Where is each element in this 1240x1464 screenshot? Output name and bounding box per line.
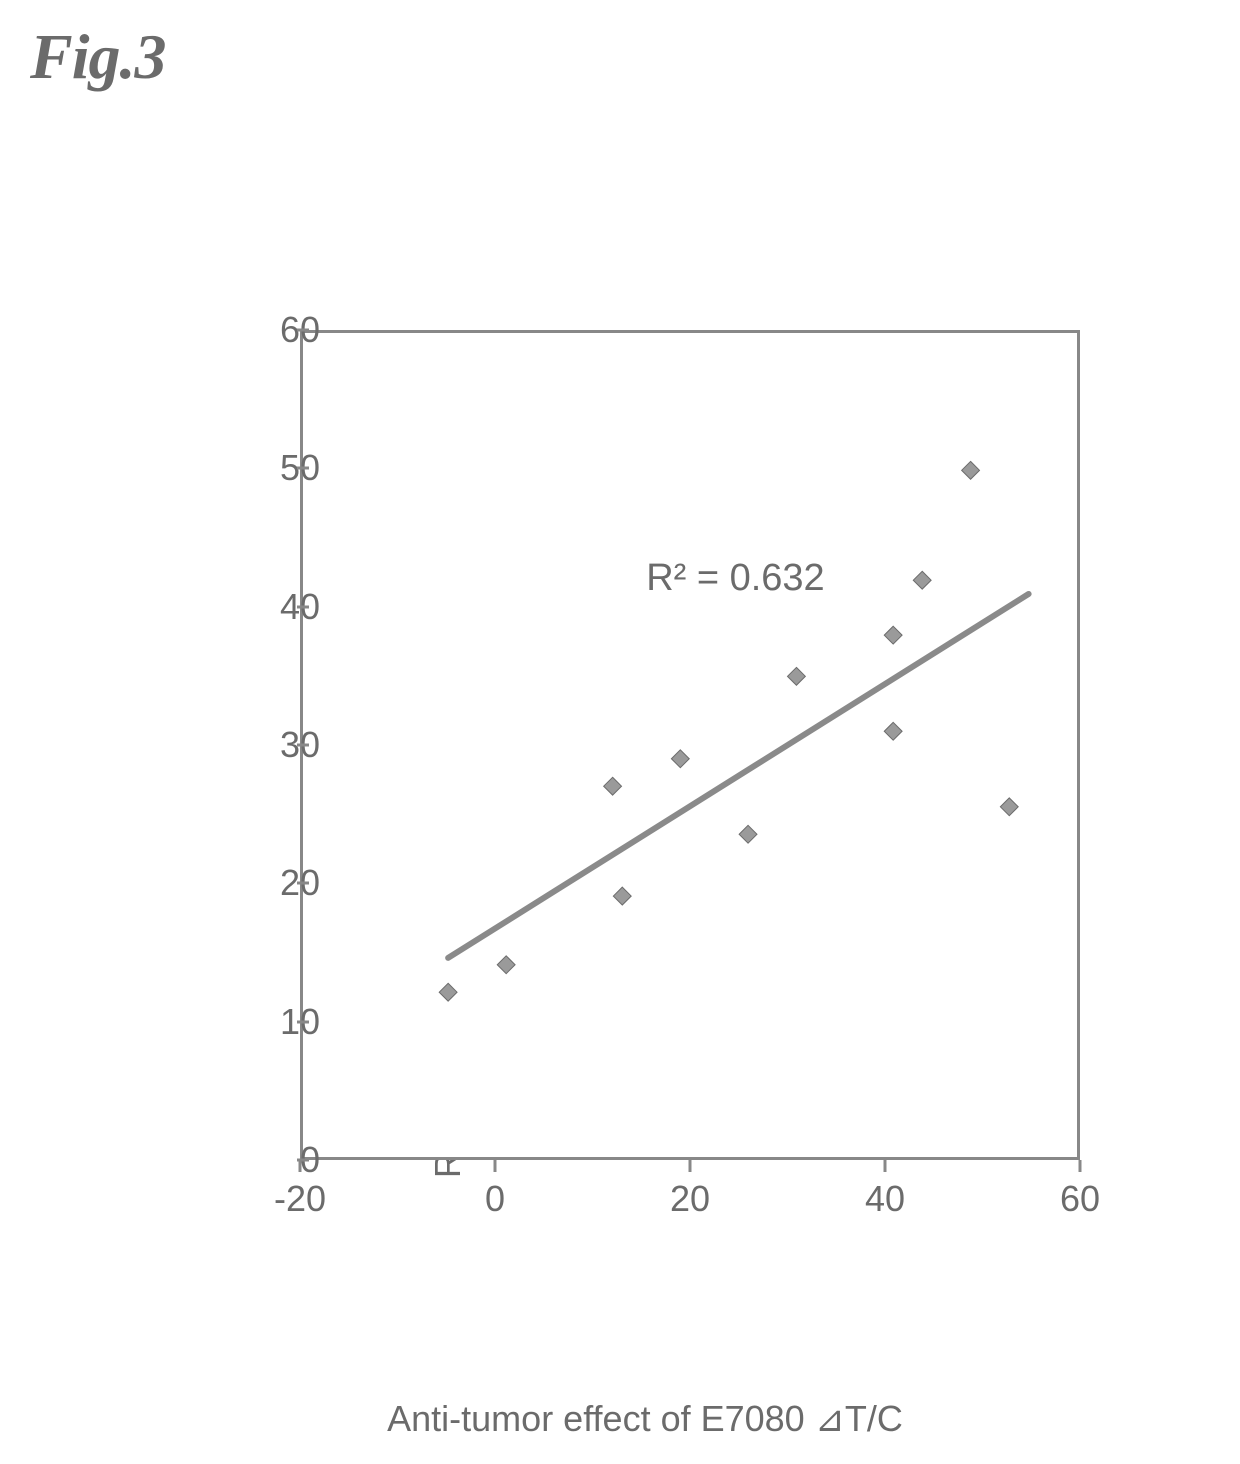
y-tick-mark	[297, 329, 309, 332]
x-tick-label: 60	[1060, 1178, 1100, 1220]
x-tick-mark	[689, 1160, 692, 1172]
data-point	[613, 887, 631, 905]
data-point	[439, 983, 457, 1001]
x-axis-label: Anti-tumor effect of E7080 ⊿T/C	[387, 1398, 903, 1440]
y-tick-mark	[297, 744, 309, 747]
y-tick-mark	[297, 1020, 309, 1023]
x-tick-mark	[494, 1160, 497, 1172]
x-tick-mark	[884, 1160, 887, 1172]
plot-area: R² = 0.632	[300, 330, 1080, 1160]
x-tick-label: 0	[485, 1178, 505, 1220]
x-tick-mark	[299, 1160, 302, 1172]
data-point	[962, 461, 980, 479]
y-tick-mark	[297, 605, 309, 608]
r-squared-annotation: R² = 0.632	[646, 557, 825, 600]
data-point	[787, 667, 805, 685]
data-point	[671, 750, 689, 768]
data-point	[739, 825, 757, 843]
data-point	[604, 777, 622, 795]
y-tick-mark	[297, 882, 309, 885]
plot-svg	[303, 333, 1077, 1157]
x-tick-mark	[1079, 1160, 1082, 1172]
data-point	[884, 722, 902, 740]
trendline	[448, 594, 1029, 958]
x-tick-label: 40	[865, 1178, 905, 1220]
y-tick-mark	[297, 467, 309, 470]
scatter-chart: Ratio of pericyte-covered blood vessel (…	[170, 330, 1120, 1350]
x-tick-label: 20	[670, 1178, 710, 1220]
figure-label: Fig.3	[30, 20, 165, 94]
data-point	[497, 956, 515, 974]
data-point	[884, 626, 902, 644]
data-point	[1000, 798, 1018, 816]
x-tick-label: -20	[274, 1178, 326, 1220]
data-point	[913, 571, 931, 589]
